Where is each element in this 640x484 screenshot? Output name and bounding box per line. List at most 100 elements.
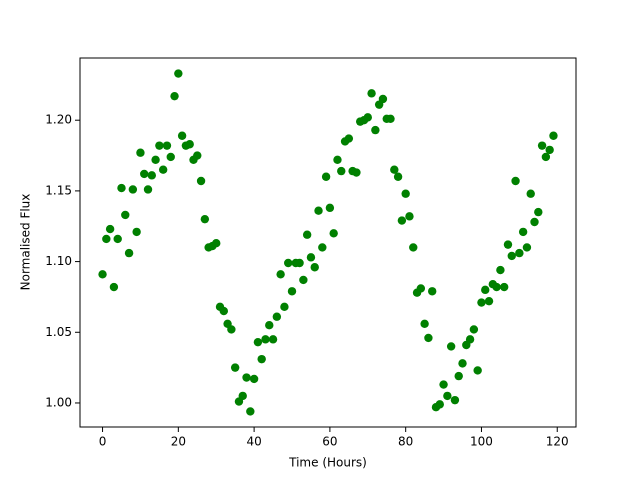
x-tick-label: 80	[398, 435, 413, 449]
data-point	[212, 239, 221, 248]
data-point	[151, 155, 160, 164]
data-point	[261, 335, 270, 344]
data-point	[367, 89, 376, 98]
data-point	[155, 141, 164, 150]
data-point	[492, 282, 501, 292]
y-tick-label: 1.00	[45, 395, 72, 409]
data-point	[363, 113, 372, 122]
y-tick-label: 1.10	[45, 254, 72, 268]
data-point	[329, 229, 338, 238]
data-point	[158, 165, 168, 174]
data-point	[446, 342, 456, 351]
data-point	[473, 366, 482, 375]
data-point	[295, 258, 304, 268]
data-point	[450, 395, 460, 405]
data-point	[117, 183, 126, 193]
data-point	[272, 312, 282, 321]
data-point	[124, 248, 134, 258]
data-point	[306, 253, 316, 262]
data-point	[287, 287, 297, 296]
data-point	[147, 171, 157, 180]
data-point	[196, 176, 206, 186]
data-point	[177, 131, 187, 140]
x-tick-label: 40	[246, 435, 261, 449]
data-point	[105, 224, 115, 234]
data-point	[534, 207, 543, 217]
data-point	[174, 69, 183, 78]
y-axis-label: Normalised Flux	[19, 194, 33, 291]
data-point	[401, 189, 410, 198]
data-point	[484, 296, 494, 306]
data-point	[284, 258, 293, 268]
data-point	[397, 216, 407, 225]
data-point	[481, 285, 490, 295]
data-point	[246, 407, 255, 416]
y-tick-label: 1.20	[45, 113, 72, 127]
data-point	[518, 227, 528, 237]
data-point	[409, 243, 418, 252]
data-point	[276, 270, 285, 279]
data-point	[405, 212, 414, 221]
x-tick-label: 60	[322, 435, 337, 449]
data-point	[200, 214, 210, 224]
data-point	[238, 391, 247, 401]
data-point	[537, 141, 547, 150]
data-point	[102, 234, 111, 244]
data-point	[185, 140, 194, 149]
data-point	[545, 145, 554, 155]
data-point	[443, 391, 452, 401]
data-point	[549, 131, 558, 140]
data-point	[242, 373, 251, 382]
data-point	[136, 148, 145, 157]
x-tick-label: 20	[171, 435, 186, 449]
data-point	[302, 230, 312, 239]
y-tick-label: 1.05	[45, 325, 72, 339]
data-point	[280, 302, 289, 312]
data-point	[454, 371, 463, 381]
x-tick-label: 100	[470, 435, 493, 449]
data-point	[162, 141, 172, 150]
plot-frame	[79, 57, 577, 428]
data-point	[458, 359, 467, 368]
data-point	[371, 125, 380, 135]
data-point	[318, 243, 327, 252]
data-point	[390, 165, 399, 174]
data-point	[352, 168, 361, 177]
data-point	[428, 287, 437, 296]
data-point	[128, 185, 138, 194]
data-point	[499, 282, 509, 292]
data-point	[257, 354, 266, 364]
data-point	[420, 319, 429, 328]
data-point	[393, 172, 403, 181]
data-point	[314, 206, 323, 215]
data-point	[219, 306, 228, 316]
data-point	[424, 333, 433, 343]
data-point	[265, 321, 274, 330]
data-point	[321, 172, 331, 181]
data-point	[530, 217, 539, 227]
x-axis-label: Time (Hours)	[288, 456, 367, 470]
data-point	[439, 380, 448, 389]
data-point	[170, 91, 179, 101]
data-point	[496, 265, 505, 275]
data-point	[503, 240, 513, 249]
data-point	[344, 134, 354, 143]
data-point	[193, 151, 202, 160]
data-point	[541, 152, 551, 162]
data-point	[477, 298, 486, 307]
data-point	[166, 152, 175, 162]
x-tick-label: 0	[99, 435, 107, 449]
data-point	[299, 275, 308, 285]
data-point	[515, 248, 524, 258]
data-point	[140, 169, 149, 179]
data-point	[469, 325, 479, 334]
data-point	[268, 335, 278, 344]
data-point	[333, 155, 342, 164]
data-point	[230, 363, 240, 372]
data-point	[132, 227, 141, 237]
data-point	[253, 337, 263, 347]
data-point	[522, 243, 532, 252]
y-tick-label: 1.15	[45, 183, 72, 197]
data-point	[526, 189, 535, 198]
